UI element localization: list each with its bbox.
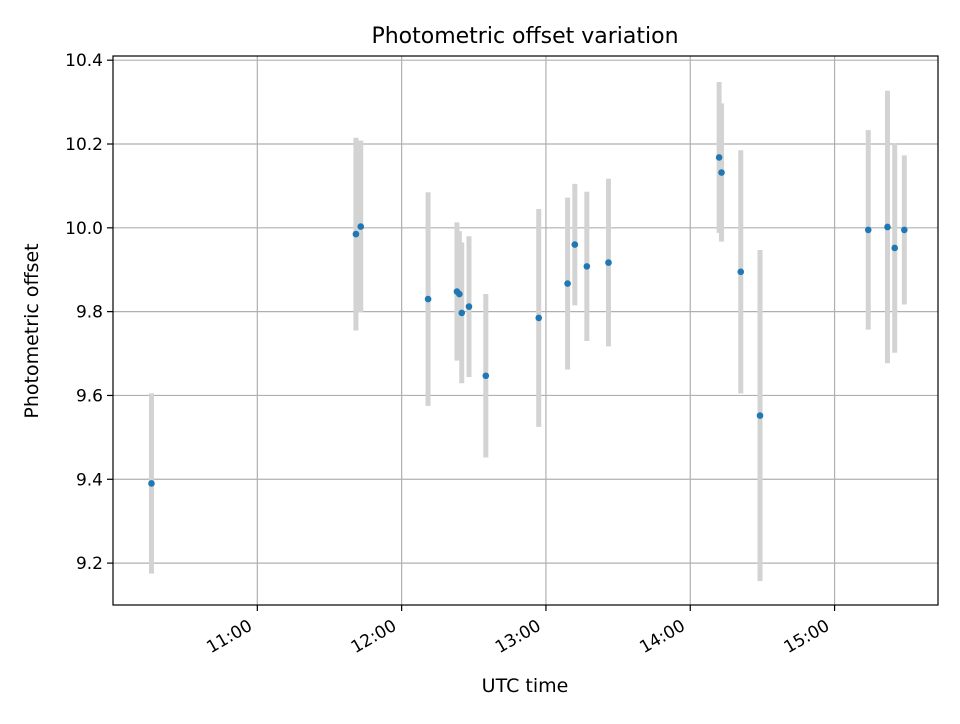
data-point: [901, 226, 908, 234]
chart-title: Photometric offset variation: [371, 24, 678, 49]
y-tick-label: 9.4: [76, 470, 103, 490]
x-tick-label: 15:00: [781, 616, 833, 658]
data-points: [148, 154, 908, 487]
data-point: [864, 226, 872, 234]
x-tick-label: 13:00: [492, 616, 544, 658]
y-axis-ticks: 9.2 9.4 9.6 9.8 10.0 10.2 10.4: [65, 51, 113, 574]
y-tick-label: 9.2: [76, 554, 103, 574]
data-point: [424, 295, 432, 303]
y-tick-label: 10.4: [65, 51, 103, 71]
x-tick-label: 14:00: [636, 616, 688, 658]
data-point: [357, 223, 365, 230]
data-point: [715, 154, 723, 161]
data-point: [465, 303, 473, 310]
y-axis-label: Photometric offset: [21, 243, 43, 418]
data-point: [456, 290, 463, 298]
data-point: [884, 223, 891, 231]
data-point: [756, 412, 764, 419]
data-point: [148, 480, 155, 487]
plot-background: [113, 56, 938, 605]
y-tick-label: 9.6: [76, 386, 103, 406]
data-point: [571, 241, 579, 248]
data-point: [718, 169, 725, 176]
data-point: [737, 268, 745, 276]
grid: [113, 56, 938, 605]
data-point: [458, 309, 466, 317]
data-point: [535, 314, 543, 322]
data-point: [583, 263, 591, 270]
x-tick-label: 11:00: [203, 616, 255, 658]
x-axis-ticks: 11:00 12:00 13:00 14:00 15:00: [203, 605, 836, 658]
y-tick-label: 10.0: [65, 219, 103, 239]
data-point: [605, 259, 612, 266]
data-point: [564, 280, 571, 287]
data-point: [482, 372, 490, 380]
y-tick-label: 10.2: [65, 135, 103, 155]
plot-frame: [112, 55, 939, 606]
x-axis-label: UTC time: [482, 675, 569, 697]
x-tick-label: 12:00: [348, 616, 400, 658]
data-point: [891, 244, 899, 252]
y-tick-label: 9.8: [76, 303, 103, 323]
data-point: [352, 230, 360, 238]
